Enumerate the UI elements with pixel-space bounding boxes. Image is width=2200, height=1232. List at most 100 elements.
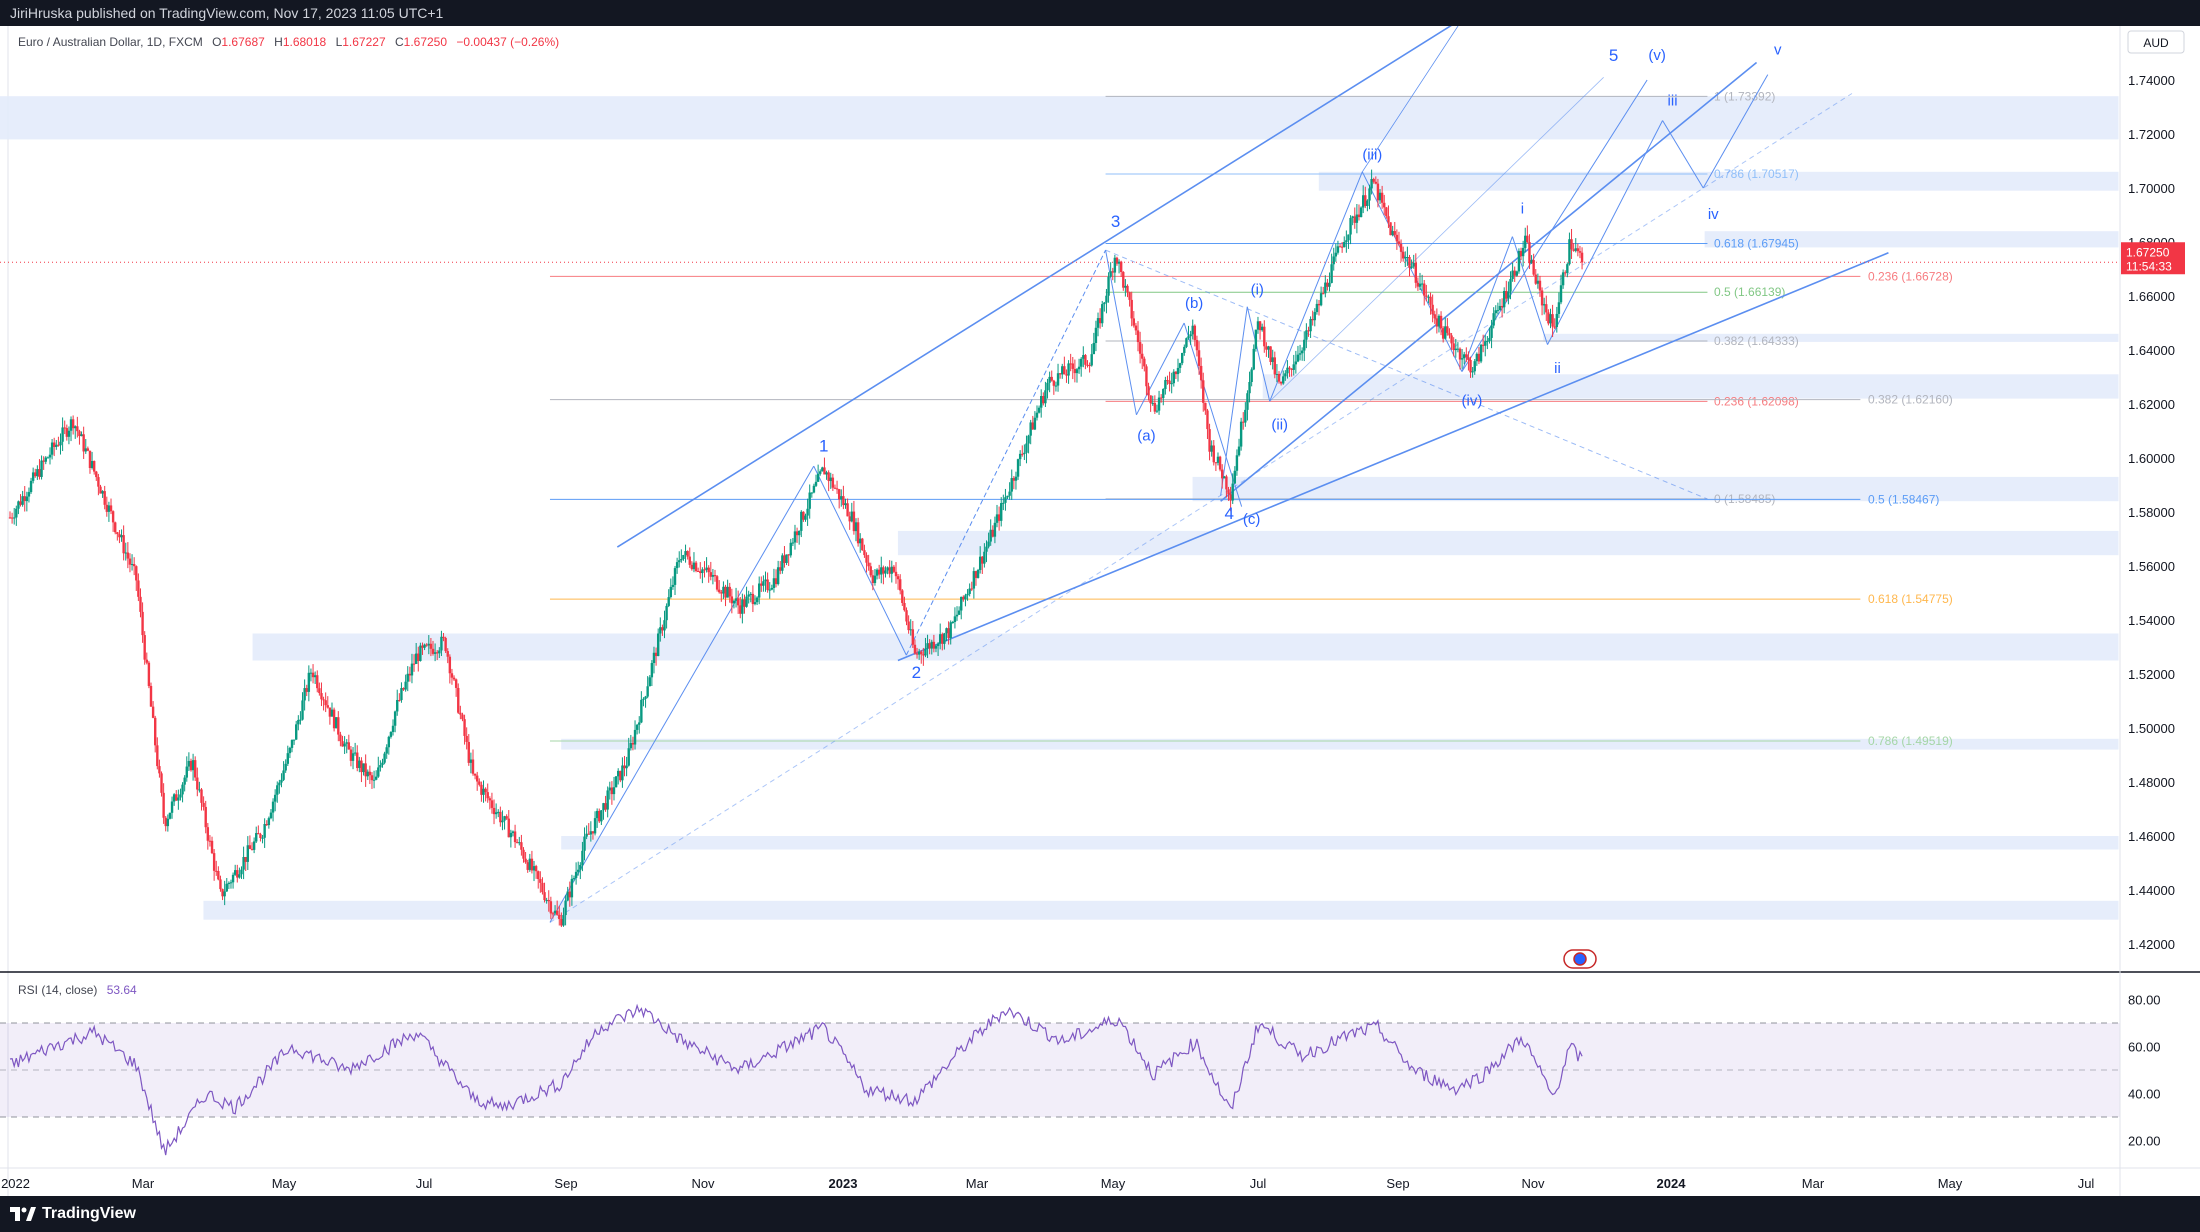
candle-body bbox=[320, 693, 323, 700]
candle-body bbox=[661, 627, 664, 631]
candle-body bbox=[1578, 251, 1582, 253]
candle-body bbox=[633, 729, 637, 745]
candle-body bbox=[105, 504, 109, 512]
candle-body bbox=[1025, 443, 1028, 453]
candle-body bbox=[467, 741, 470, 763]
candle-body bbox=[1502, 290, 1506, 308]
candle-body bbox=[202, 802, 205, 807]
candle-body bbox=[1446, 326, 1449, 333]
candle-body bbox=[1206, 410, 1209, 430]
rsi-pane[interactable] bbox=[0, 971, 2200, 1156]
candle-body bbox=[1521, 247, 1525, 257]
candle-body bbox=[499, 811, 502, 823]
candle-body bbox=[139, 596, 142, 612]
chart-svg[interactable]: 1 (1.73392) 0.786 (1.70517) 0.618 (1.67945… bbox=[0, 17, 2200, 1196]
candle-body bbox=[827, 472, 830, 482]
candle-body bbox=[894, 571, 898, 577]
candle-body bbox=[381, 762, 384, 766]
candle-body bbox=[1351, 216, 1354, 218]
time-axis[interactable]: 2022 Mar May Jul Sep Nov 2023 Mar May Jul Sep Nov 20… bbox=[0, 1167, 2200, 1191]
candle-body bbox=[250, 848, 254, 850]
candle-body bbox=[1401, 251, 1405, 259]
price-axis[interactable]: 1.740001.720001.700001.680001.660001.640… bbox=[2119, 26, 2185, 1196]
candle-body bbox=[486, 792, 489, 799]
candle-body bbox=[1229, 494, 1232, 501]
candle-body bbox=[412, 663, 416, 665]
candle-body bbox=[976, 569, 980, 578]
candle-body bbox=[1079, 358, 1083, 367]
candle-body bbox=[1046, 382, 1049, 391]
candle-body bbox=[1258, 321, 1262, 331]
rsi-legend: RSI (14, close) 53.64 bbox=[18, 983, 137, 997]
candle-body bbox=[821, 467, 824, 472]
candle-body bbox=[553, 910, 557, 914]
price-tick-label: 1.66000 bbox=[2128, 289, 2175, 304]
candle-body bbox=[1193, 325, 1197, 340]
candle-body bbox=[227, 883, 231, 885]
candle-body bbox=[31, 472, 35, 481]
candle-body bbox=[1189, 334, 1192, 337]
wave-label: ii bbox=[1554, 360, 1561, 377]
candle-body bbox=[1115, 257, 1119, 264]
candle-body bbox=[1056, 373, 1060, 386]
candle-body bbox=[183, 777, 186, 785]
candle-body bbox=[957, 610, 961, 615]
candle-body bbox=[1073, 368, 1077, 374]
candle-body bbox=[402, 688, 405, 690]
candle-body bbox=[1141, 353, 1144, 359]
candle-body bbox=[789, 542, 792, 556]
candle-body bbox=[179, 794, 182, 798]
candle-body bbox=[758, 583, 761, 598]
candle-body bbox=[728, 586, 731, 597]
candle-body bbox=[398, 699, 401, 701]
go-to-realtime-button[interactable] bbox=[1563, 949, 1597, 969]
candle-body bbox=[248, 845, 252, 849]
candle-body bbox=[844, 503, 847, 506]
candle-body bbox=[391, 725, 395, 732]
candle-body bbox=[526, 862, 529, 870]
candle-body bbox=[924, 648, 927, 656]
candle-body bbox=[27, 492, 31, 497]
candle-body bbox=[307, 672, 311, 692]
candle-body bbox=[1164, 380, 1167, 390]
candle-body bbox=[1244, 409, 1247, 423]
time-tick-label: Jul bbox=[416, 1176, 433, 1191]
candle-body bbox=[722, 586, 725, 594]
candle-body bbox=[1204, 402, 1207, 411]
candle-body bbox=[225, 883, 228, 892]
rsi-tick-label: 60.00 bbox=[2128, 1040, 2161, 1055]
candle-body bbox=[1349, 217, 1352, 235]
candle-body bbox=[1528, 241, 1531, 264]
candle-body bbox=[1254, 329, 1258, 349]
candle-body bbox=[410, 663, 414, 676]
candle-body bbox=[1168, 380, 1171, 384]
candle-body bbox=[1555, 313, 1559, 327]
wave-label: 2 bbox=[912, 663, 921, 682]
candle-body bbox=[221, 889, 224, 897]
chart-area[interactable]: 1 (1.73392) 0.786 (1.70517) 0.618 (1.67945… bbox=[0, 17, 2200, 1196]
candle-body bbox=[290, 740, 294, 748]
candle-body bbox=[1456, 348, 1460, 350]
candle-body bbox=[688, 556, 691, 565]
candle-body bbox=[158, 766, 161, 774]
time-tick-label: Jul bbox=[1250, 1176, 1267, 1191]
candle-body bbox=[217, 871, 220, 880]
currency-button[interactable] bbox=[2127, 30, 2185, 54]
candle-body bbox=[1313, 312, 1316, 321]
support-resistance-zone bbox=[1262, 374, 2119, 399]
tradingview-logo[interactable]: TradingView bbox=[10, 1196, 136, 1232]
time-tick-label: 2022 bbox=[1, 1176, 30, 1191]
candle-body bbox=[419, 645, 422, 661]
candle-body bbox=[122, 535, 125, 554]
candle-body bbox=[882, 567, 885, 574]
candle-body bbox=[1151, 402, 1154, 404]
candle-body bbox=[10, 517, 14, 519]
candle-body bbox=[76, 426, 79, 432]
candle-body bbox=[1330, 264, 1333, 283]
candle-body bbox=[1185, 338, 1188, 347]
candle-body bbox=[1284, 373, 1287, 377]
candle-body bbox=[743, 599, 746, 607]
candle-body bbox=[17, 501, 20, 509]
candle-body bbox=[116, 532, 119, 535]
candle-body bbox=[1096, 318, 1100, 328]
